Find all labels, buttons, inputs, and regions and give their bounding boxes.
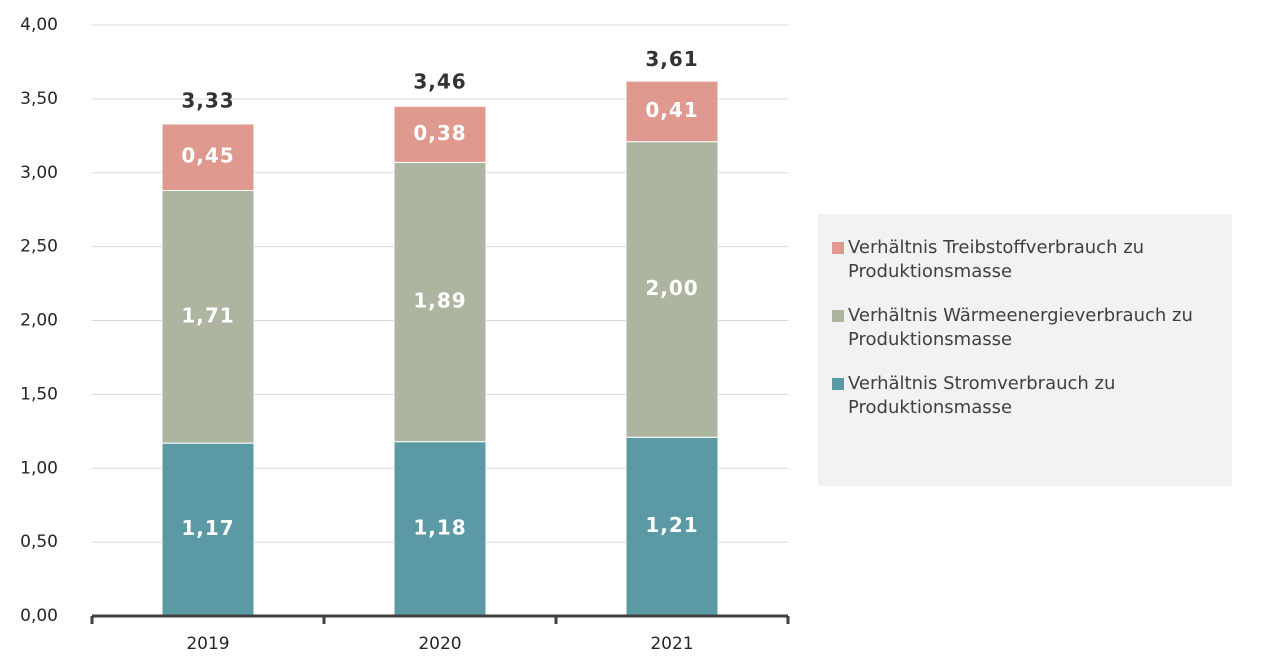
y-tick-label: 3,00 [20, 163, 58, 183]
y-tick-label: 1,00 [20, 458, 58, 478]
x-tick-label: 2021 [650, 634, 693, 654]
bar-segment [161, 189, 255, 444]
bar-segment [393, 105, 487, 163]
y-tick-label: 4,00 [20, 15, 58, 35]
legend-label: Verhältnis Treibstoffverbrauch zu Produk… [848, 237, 1145, 282]
value-label: 1,17 [181, 516, 234, 540]
total-label: 3,61 [645, 47, 698, 71]
y-tick-label: 0,50 [20, 532, 58, 552]
bar-segment [161, 442, 255, 617]
value-label: 0,38 [413, 121, 466, 145]
legend-swatch [832, 310, 844, 322]
legend-label: Verhältnis Wärmeenergieverbrauch zu Prod… [848, 305, 1193, 350]
total-label: 3,33 [181, 88, 234, 112]
y-tick-label: 2,00 [20, 311, 58, 331]
x-tick-label: 2019 [186, 634, 229, 654]
bar-segment [393, 441, 487, 617]
x-tick-label: 2020 [418, 634, 461, 654]
legend-swatch [832, 378, 844, 390]
value-label: 0,45 [181, 144, 234, 168]
legend-item: Verhältnis Treibstoffverbrauch zu Produk… [832, 236, 1228, 284]
value-label: 0,41 [645, 98, 698, 122]
y-tick-label: 0,00 [20, 606, 58, 626]
value-label: 1,21 [645, 513, 698, 537]
bar-segment [161, 123, 255, 191]
legend-item: Verhältnis Wärmeenergieverbrauch zu Prod… [832, 304, 1228, 352]
y-tick-label: 1,50 [20, 384, 58, 404]
bar-segment [625, 80, 719, 143]
bar-segment [625, 436, 719, 617]
legend-label: Verhältnis Stromverbrauch zu Produktions… [848, 373, 1116, 418]
value-label: 2,00 [645, 276, 698, 300]
value-label: 1,89 [413, 289, 466, 313]
legend: Verhältnis Treibstoffverbrauch zu Produk… [818, 214, 1232, 486]
legend-swatch [832, 242, 844, 254]
legend-item: Verhältnis Stromverbrauch zu Produktions… [832, 372, 1228, 420]
total-label: 3,46 [413, 69, 466, 93]
y-tick-label: 3,50 [20, 89, 58, 109]
bar-segment [393, 161, 487, 443]
bar-segment [625, 141, 719, 438]
value-label: 1,18 [413, 515, 466, 539]
value-label: 1,71 [181, 303, 234, 327]
y-tick-label: 2,50 [20, 237, 58, 257]
